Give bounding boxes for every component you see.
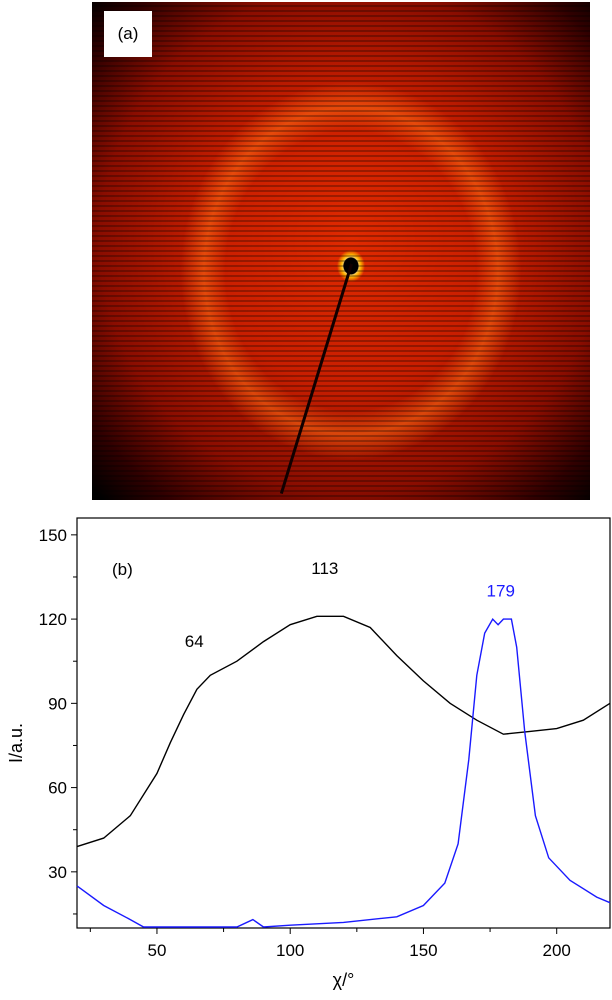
y-tick-label: 90 bbox=[48, 694, 67, 713]
x-tick-label: 100 bbox=[276, 941, 304, 960]
series-line-blue bbox=[76, 617, 611, 928]
panel-label-a: (a) bbox=[104, 11, 152, 57]
x-axis-label: χ/° bbox=[333, 970, 355, 990]
y-tick-label: 150 bbox=[39, 526, 67, 545]
y-tick-label: 60 bbox=[48, 779, 67, 798]
intensity-chart-panel: 50 100 150 200 30 60 90 120 150 χ/° I/a.u. (b) 64 113… bbox=[0, 505, 612, 995]
y-tick-label: 30 bbox=[48, 863, 67, 882]
x-tick-label: 150 bbox=[409, 941, 437, 960]
peak-annotation: 64 bbox=[185, 632, 204, 651]
panel-label-b: (b) bbox=[112, 560, 133, 579]
plot-frame bbox=[76, 517, 611, 929]
detector-stripes bbox=[92, 2, 590, 500]
x-tick-label: 200 bbox=[543, 941, 571, 960]
diffraction-pattern-panel: (a) bbox=[92, 2, 590, 500]
y-tick-label: 120 bbox=[39, 610, 67, 629]
y-axis-label: I/a.u. bbox=[6, 723, 26, 763]
intensity-chart: 50 100 150 200 30 60 90 120 150 χ/° I/a.u. (b) 64 113… bbox=[6, 517, 611, 990]
series-line-black bbox=[76, 615, 611, 848]
x-tick-label: 50 bbox=[147, 941, 166, 960]
peak-annotation: 179 bbox=[487, 582, 515, 601]
diffraction-image bbox=[92, 2, 590, 500]
peak-annotation: 113 bbox=[311, 559, 338, 578]
